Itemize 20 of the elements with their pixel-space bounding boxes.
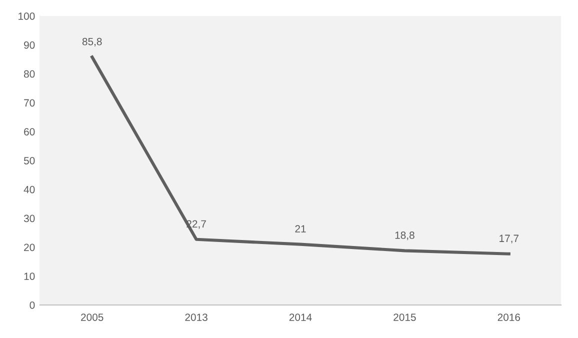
- y-tick-label: 50: [24, 157, 35, 164]
- y-tick-label: 10: [24, 272, 35, 280]
- data-label: 18,8: [395, 232, 414, 240]
- y-tick-label: 70: [24, 99, 35, 107]
- y-tick-label: 90: [24, 41, 35, 49]
- data-label: 85,8: [82, 38, 102, 46]
- data-label: 21: [295, 225, 306, 232]
- y-tick-label: 0: [30, 302, 35, 309]
- y-tick-label: 80: [24, 70, 35, 78]
- y-tick-label: 100: [18, 12, 35, 20]
- x-tick-label: 2015: [394, 314, 416, 321]
- y-tick-label: 30: [24, 214, 35, 222]
- y-tick-label: 60: [24, 128, 35, 136]
- x-tick-label: 2013: [185, 314, 208, 321]
- x-tick-label: 2014: [289, 314, 312, 321]
- x-tick-label: 2016: [498, 314, 520, 321]
- x-tick-label: 2005: [81, 314, 104, 321]
- y-tick-label: 40: [24, 186, 35, 194]
- y-tick-label: 20: [24, 244, 35, 252]
- data-label: 17,7: [500, 234, 519, 244]
